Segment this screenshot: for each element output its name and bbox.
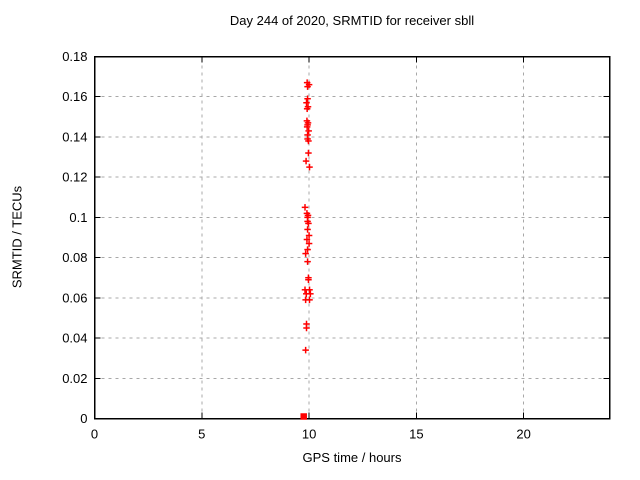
x-tick-label: 5 [198,427,205,442]
y-tick-label: 0.16 [62,89,87,104]
y-tick-label: 0.18 [62,49,87,64]
plot-border [93,55,611,420]
y-tick-label: 0.06 [62,290,87,305]
y-tick-label: 0.12 [62,170,87,185]
x-tick-label: 20 [516,427,530,442]
y-tick-label: 0 [80,411,87,426]
x-tick-label: 15 [409,427,423,442]
chart-title: Day 244 of 2020, SRMTID for receiver sbl… [229,13,475,28]
y-tick-label: 0.04 [62,331,87,346]
x-tick-label: 10 [302,427,316,442]
y-tick-label: 0.14 [62,129,87,144]
y-tick-label: 0.02 [62,371,87,386]
x-tick-label: 0 [91,427,98,442]
data-point-square [300,413,307,420]
x-axis-label: GPS time / hours [302,450,402,465]
y-tick-label: 0.08 [62,250,87,265]
y-tick-label: 0.1 [69,210,87,225]
